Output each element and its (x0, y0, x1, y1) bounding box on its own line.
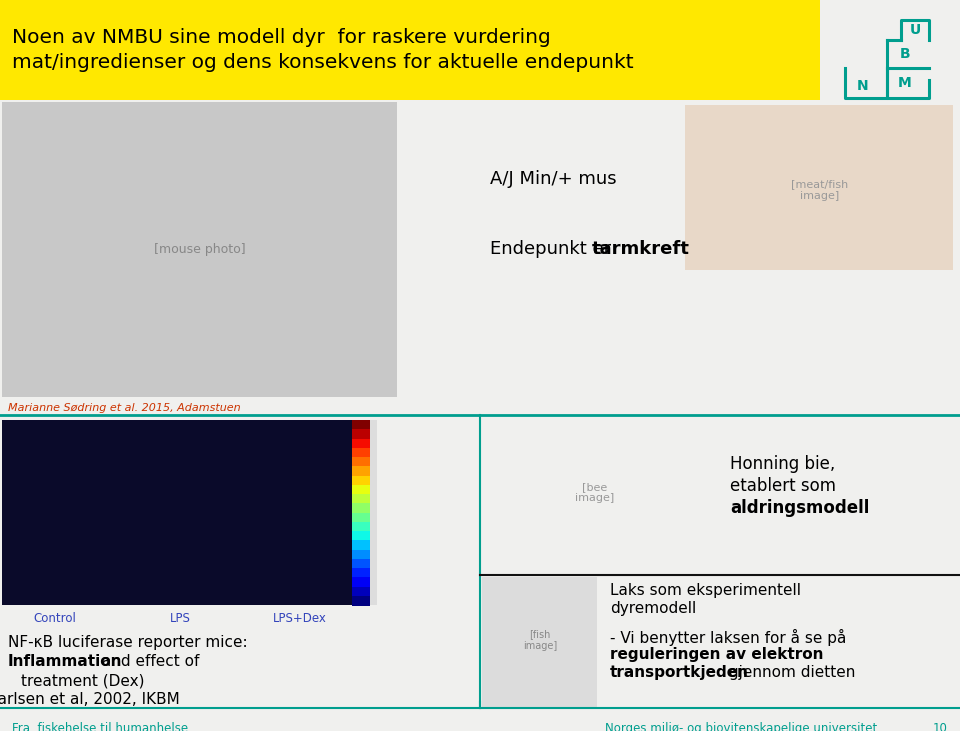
Bar (352, 586, 370, 596)
Text: tarmkreft: tarmkreft (592, 240, 690, 258)
Text: NF-κB luciferase reporter mice:: NF-κB luciferase reporter mice: (8, 635, 248, 650)
Bar (352, 503, 370, 513)
Bar (482, 417, 712, 572)
Text: Carlsen et al, 2002, IKBM: Carlsen et al, 2002, IKBM (0, 692, 180, 707)
Text: 10: 10 (933, 722, 948, 731)
Bar (2, 420, 352, 605)
Text: B: B (900, 47, 910, 61)
Text: transportkjeden: transportkjeden (610, 665, 749, 680)
Text: [meat/fish
image]: [meat/fish image] (791, 179, 849, 201)
Bar (352, 457, 370, 467)
Text: Noen av NMBU sine modell dyr  for raskere vurdering
mat/ingredienser og dens kon: Noen av NMBU sine modell dyr for raskere… (12, 28, 634, 72)
Text: Endepunkt er: Endepunkt er (490, 240, 617, 258)
Text: Inflammation: Inflammation (8, 654, 123, 669)
Text: A/J Min/+ mus: A/J Min/+ mus (490, 170, 616, 188)
Text: Norges miljø- og biovitenskapelige universitet: Norges miljø- og biovitenskapelige unive… (605, 722, 877, 731)
Text: [mouse photo]: [mouse photo] (155, 243, 246, 257)
Text: treatment (Dex): treatment (Dex) (21, 673, 145, 688)
Bar (2, 102, 397, 397)
Bar (352, 485, 370, 495)
Text: U: U (909, 23, 921, 37)
Bar (352, 439, 370, 449)
Text: dyremodell: dyremodell (610, 601, 696, 616)
Text: and effect of: and effect of (97, 654, 200, 669)
Bar (352, 522, 370, 532)
Text: aldringsmodell: aldringsmodell (730, 499, 870, 517)
Text: N: N (857, 79, 869, 93)
Bar (352, 531, 370, 541)
Bar (352, 429, 370, 439)
Text: LPS+Dex: LPS+Dex (273, 613, 327, 626)
Text: Honning bie,: Honning bie, (730, 455, 835, 473)
Text: Control: Control (34, 613, 77, 626)
Text: Marianne Sødring et al. 2015, Adamstuen: Marianne Sødring et al. 2015, Adamstuen (8, 403, 241, 413)
Bar (352, 448, 370, 458)
Bar (352, 540, 370, 550)
Text: M: M (899, 76, 912, 90)
Bar (352, 512, 370, 523)
Bar (352, 596, 370, 606)
Bar (352, 568, 370, 578)
Bar (482, 577, 597, 707)
Bar (685, 105, 953, 270)
Bar (352, 420, 377, 605)
Text: LPS: LPS (170, 613, 190, 626)
Bar (352, 466, 370, 477)
Bar (352, 558, 370, 569)
Text: reguleringen av elektron: reguleringen av elektron (610, 647, 824, 662)
Text: [bee
image]: [bee image] (575, 482, 614, 504)
Bar (352, 420, 370, 431)
Text: - Vi benytter laksen for å se på: - Vi benytter laksen for å se på (610, 629, 847, 646)
Text: [fish
image]: [fish image] (523, 629, 557, 651)
Text: gjennom dietten: gjennom dietten (724, 665, 855, 680)
Bar (352, 577, 370, 588)
Bar (352, 550, 370, 560)
Text: Fra  fiskehelse til humanhelse: Fra fiskehelse til humanhelse (12, 722, 188, 731)
Bar (352, 475, 370, 486)
Bar (0, 0, 820, 100)
Bar (352, 494, 370, 504)
Text: Laks som eksperimentell: Laks som eksperimentell (610, 583, 801, 598)
Text: etablert som: etablert som (730, 477, 836, 495)
